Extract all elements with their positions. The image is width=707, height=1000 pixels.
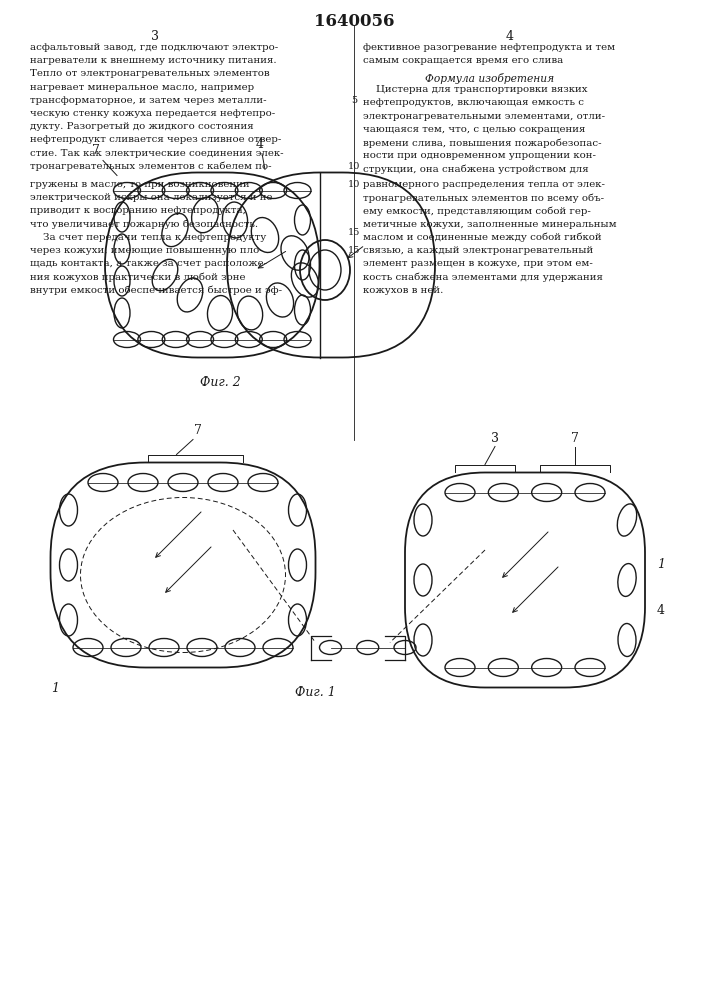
Text: ему емкости, представляющим собой гер-: ему емкости, представляющим собой гер-: [363, 206, 591, 216]
Text: щадь контакта, а также за счет расположе-: щадь контакта, а также за счет расположе…: [30, 259, 267, 268]
Text: маслом и соединенные между собой гибкой: маслом и соединенные между собой гибкой: [363, 233, 602, 242]
Text: 4: 4: [256, 137, 264, 150]
Text: Формула изобретения: Формула изобретения: [426, 73, 554, 84]
Text: 15: 15: [348, 228, 360, 237]
Text: нагреватели к внешнему источнику питания.: нагреватели к внешнему источнику питания…: [30, 56, 276, 65]
Text: нагревает минеральное масло, например: нагревает минеральное масло, например: [30, 83, 254, 92]
Text: 10: 10: [348, 180, 360, 189]
Text: стие. Так как электрические соединения элек-: стие. Так как электрические соединения э…: [30, 149, 284, 158]
Text: самым сокращается время его слива: самым сокращается время его слива: [363, 56, 563, 65]
Text: кожухов в ней.: кожухов в ней.: [363, 286, 443, 295]
Text: 1: 1: [657, 558, 665, 572]
Text: чающаяся тем, что, с целью сокращения: чающаяся тем, что, с целью сокращения: [363, 125, 585, 134]
Text: 1: 1: [52, 682, 59, 694]
Text: тронагревательных элементов по всему объ-: тронагревательных элементов по всему объ…: [363, 193, 604, 203]
Text: 5: 5: [351, 96, 357, 105]
Text: тронагревательных элементов с кабелем по-: тронагревательных элементов с кабелем по…: [30, 162, 271, 171]
Text: нефтепродуктов, включающая емкость с: нефтепродуктов, включающая емкость с: [363, 98, 584, 107]
Text: нефтепродукт сливается через сливное отвер-: нефтепродукт сливается через сливное отв…: [30, 135, 281, 144]
Text: дукту. Разогретый до жидкого состояния: дукту. Разогретый до жидкого состояния: [30, 122, 254, 131]
Text: 3: 3: [491, 432, 499, 444]
Text: 7: 7: [194, 424, 202, 438]
Text: ческую стенку кожуха передается нефтепро-: ческую стенку кожуха передается нефтепро…: [30, 109, 275, 118]
Text: связью, а каждый электронагревательный: связью, а каждый электронагревательный: [363, 246, 593, 255]
Text: 1640056: 1640056: [314, 13, 395, 30]
Text: равномерного распределения тепла от элек-: равномерного распределения тепла от элек…: [363, 180, 605, 189]
Text: 15: 15: [348, 246, 360, 255]
Text: Фиг. 1: Фиг. 1: [295, 686, 335, 698]
Text: ности при одновременном упрощении кон-: ности при одновременном упрощении кон-: [363, 151, 596, 160]
Text: трансформаторное, и затем через металли-: трансформаторное, и затем через металли-: [30, 96, 267, 105]
Text: асфальтовый завод, где подключают электро-: асфальтовый завод, где подключают электр…: [30, 43, 279, 52]
Text: ния кожухов практически в любой зоне: ния кожухов практически в любой зоне: [30, 272, 245, 282]
Text: 4: 4: [506, 30, 514, 43]
Text: что увеличивает пожарную безопасность.: что увеличивает пожарную безопасность.: [30, 220, 258, 229]
Text: элемент размещен в кожухе, при этом ем-: элемент размещен в кожухе, при этом ем-: [363, 259, 593, 268]
Text: 7: 7: [571, 432, 579, 444]
Text: электронагревательными элементами, отли-: электронагревательными элементами, отли-: [363, 112, 605, 121]
Text: 4: 4: [657, 603, 665, 616]
Text: кость снабжена элементами для удержания: кость снабжена элементами для удержания: [363, 272, 603, 282]
Text: За счет передачи тепла к нефтепродукту: За счет передачи тепла к нефтепродукту: [30, 233, 267, 242]
Text: 7: 7: [92, 144, 100, 157]
Text: через кожухи, имеющие повышенную пло-: через кожухи, имеющие повышенную пло-: [30, 246, 263, 255]
Text: струкции, она снабжена устройством для: струкции, она снабжена устройством для: [363, 164, 589, 174]
Text: Фиг. 2: Фиг. 2: [199, 375, 240, 388]
Text: электрической искры она локализуется и не: электрической искры она локализуется и н…: [30, 193, 272, 202]
Text: фективное разогревание нефтепродукта и тем: фективное разогревание нефтепродукта и т…: [363, 43, 615, 52]
Text: гружены в масло, то при возникновении: гружены в масло, то при возникновении: [30, 180, 250, 189]
Text: 10: 10: [348, 162, 360, 171]
Text: Тепло от электронагревательных элементов: Тепло от электронагревательных элементов: [30, 69, 269, 78]
Text: Цистерна для транспортировки вязких: Цистерна для транспортировки вязких: [363, 85, 588, 94]
Text: метичные кожухи, заполненные минеральным: метичные кожухи, заполненные минеральным: [363, 220, 617, 229]
Text: приводит к восгоранию нефтепродукта,: приводит к восгоранию нефтепродукта,: [30, 206, 246, 215]
Text: внутри емкости обеспечивается быстрое и эф-: внутри емкости обеспечивается быстрое и …: [30, 286, 282, 295]
Text: 3: 3: [151, 30, 159, 43]
Text: времени слива, повышения пожаробезопас-: времени слива, повышения пожаробезопас-: [363, 138, 602, 148]
